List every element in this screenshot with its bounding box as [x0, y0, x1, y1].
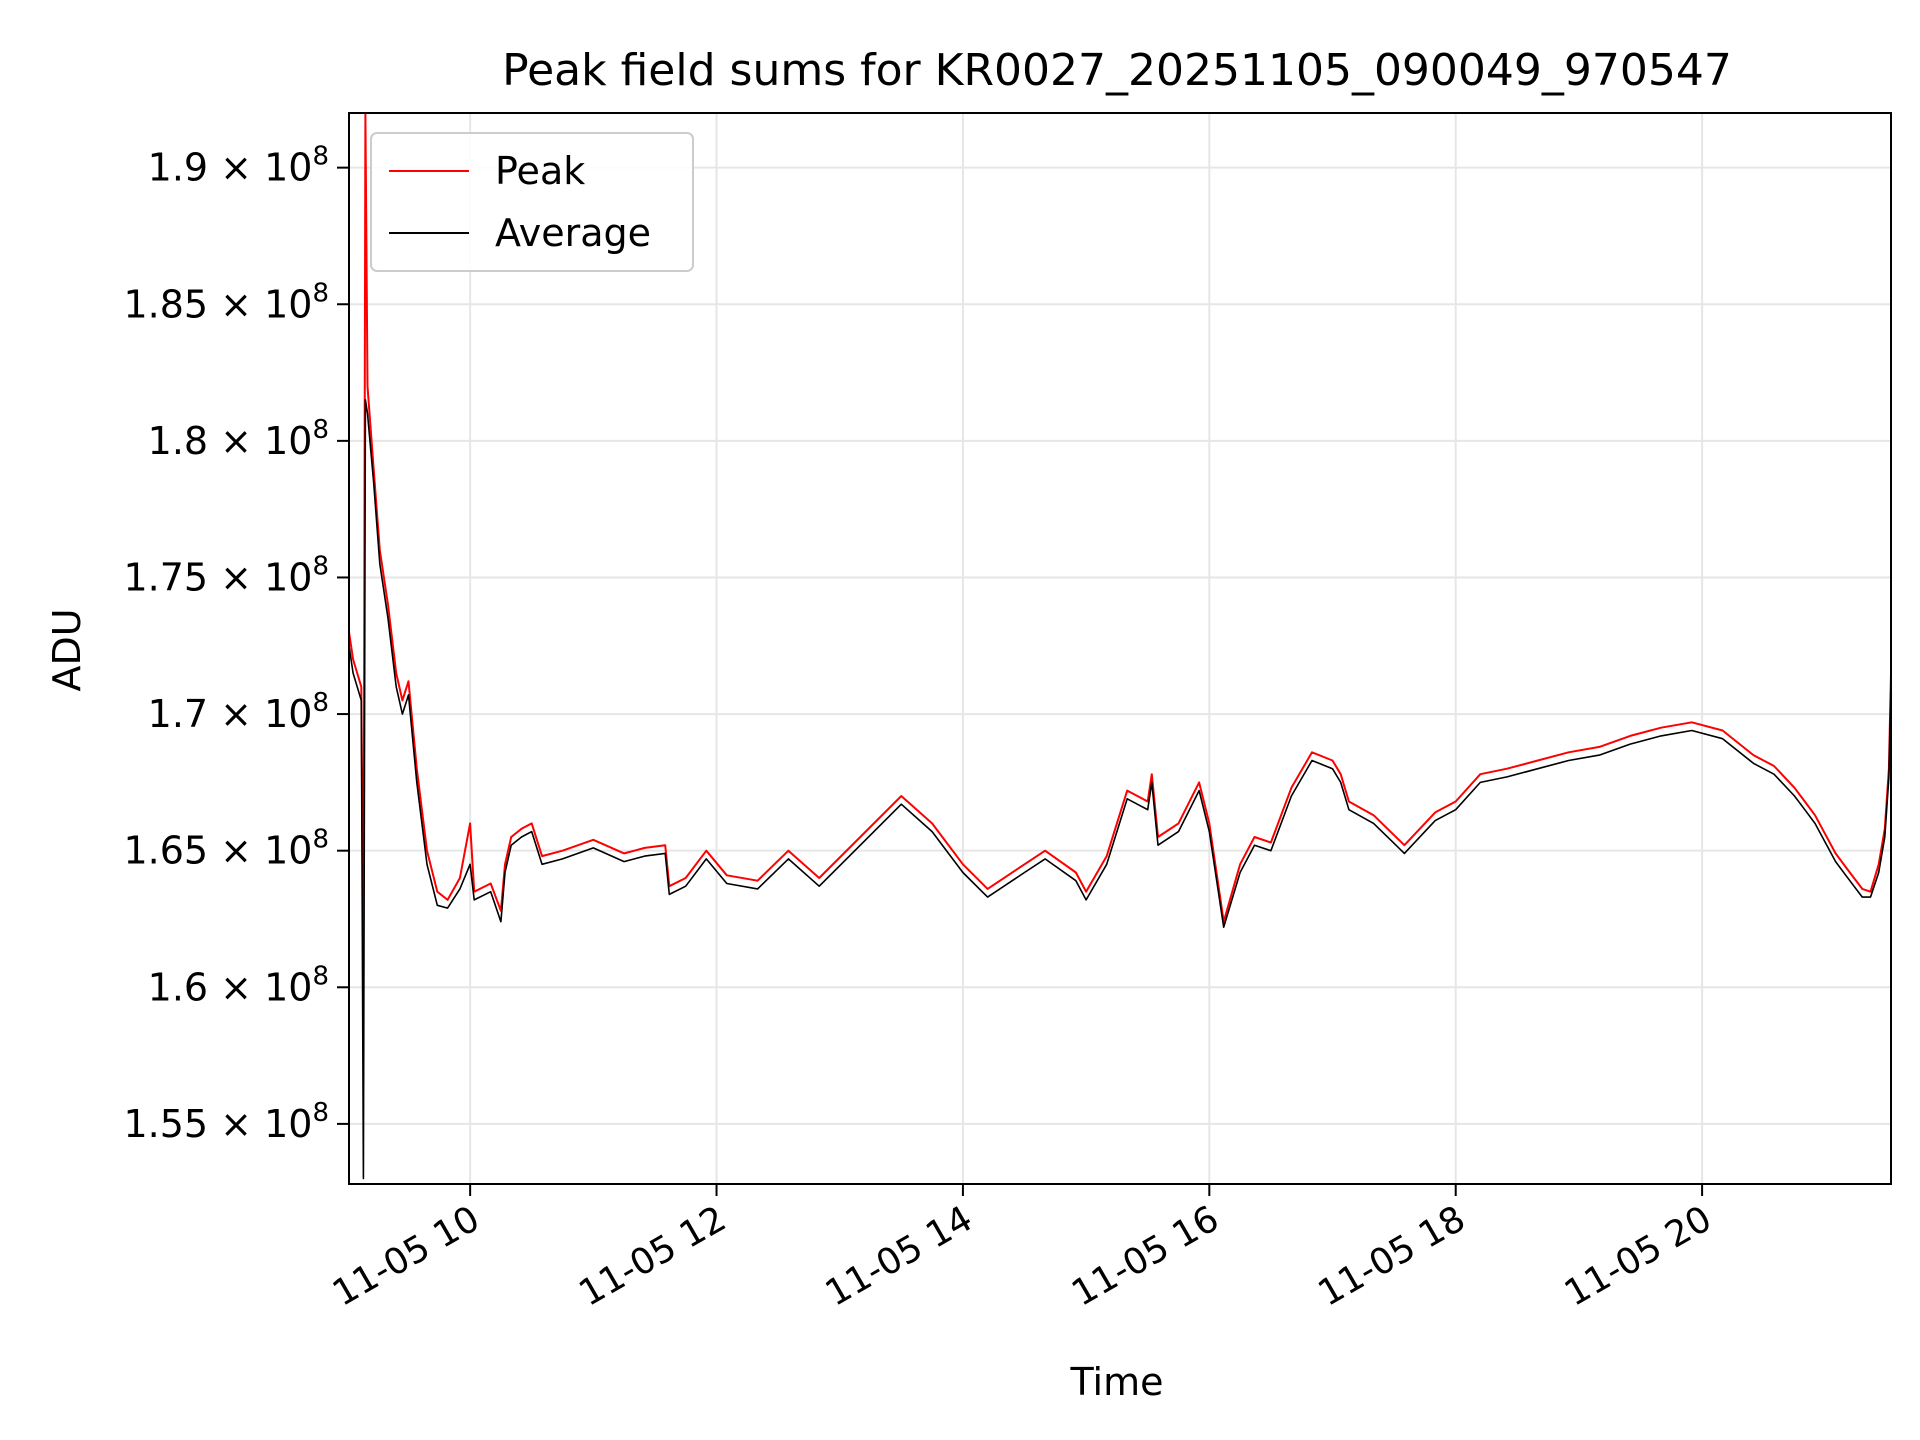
chart-title: Peak field sums for KR0027_20251105_0900… — [502, 45, 1732, 96]
series-line-average — [349, 399, 1891, 1180]
y-axis-label: ADU — [45, 608, 89, 691]
x-axis-label: Time — [1070, 1360, 1164, 1404]
y-tick-label: 1.6 × 108 — [148, 961, 329, 1009]
y-tick-label: 1.9 × 108 — [148, 142, 329, 190]
legend-label-average: Average — [495, 211, 651, 255]
y-tick-label: 1.75 × 108 — [123, 551, 329, 599]
legend-box — [370, 132, 694, 272]
plot-frame — [348, 112, 1892, 1185]
series-lines — [349, 113, 1891, 1180]
y-tick-label: 1.65 × 108 — [123, 825, 329, 873]
series-line-peak — [349, 113, 1891, 989]
y-tick-label: 1.7 × 108 — [148, 688, 329, 736]
grid — [349, 113, 1891, 1184]
legend: Peak Average — [370, 132, 694, 272]
y-tick-label: 1.55 × 108 — [123, 1098, 329, 1146]
y-tick-label: 1.8 × 108 — [148, 415, 329, 463]
legend-label-peak: Peak — [495, 149, 585, 193]
y-tick-label: 1.85 × 108 — [123, 278, 329, 326]
